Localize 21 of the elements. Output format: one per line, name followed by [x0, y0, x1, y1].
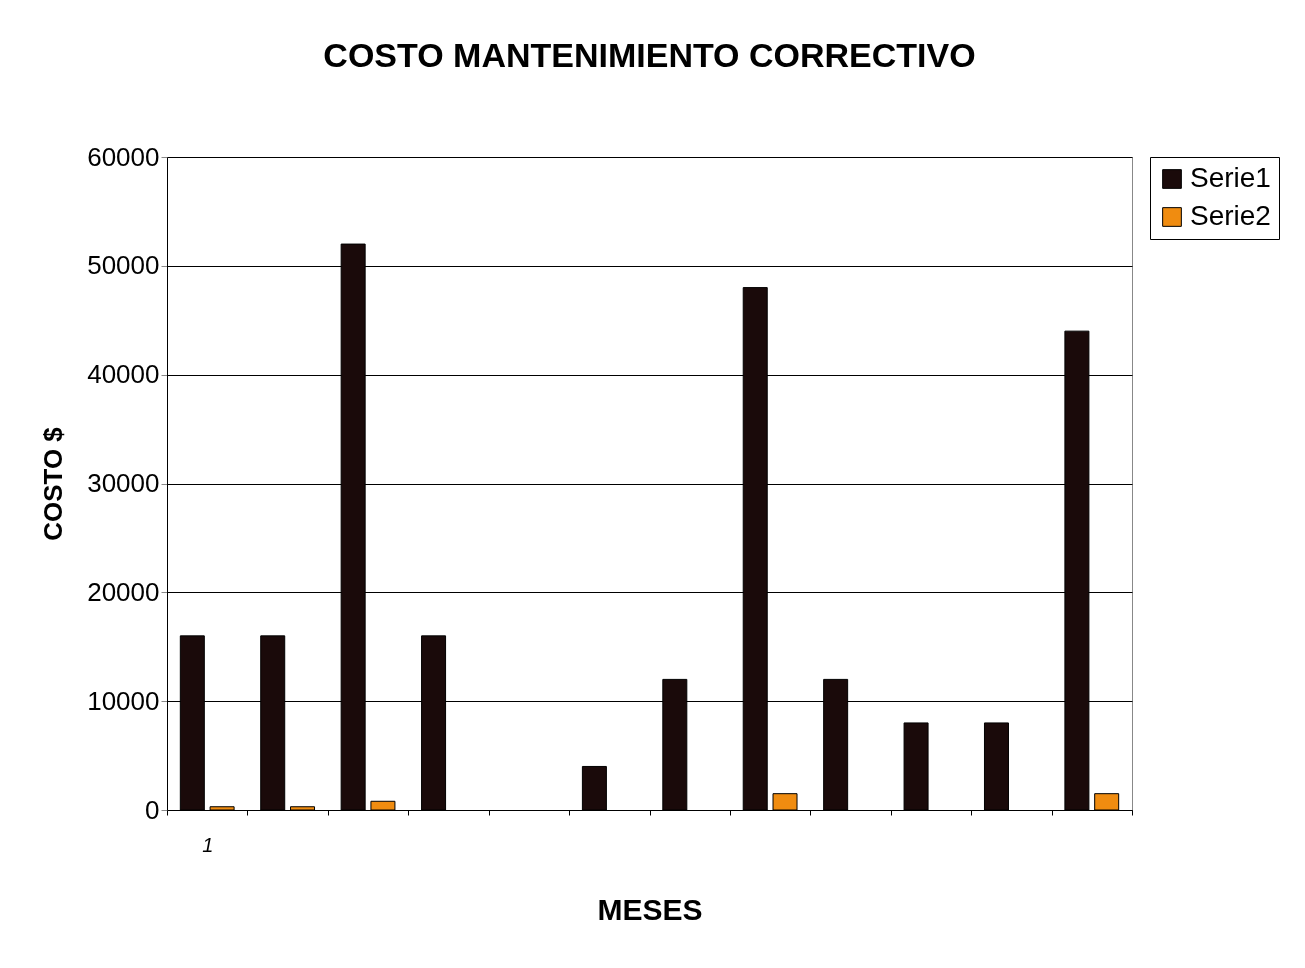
- bar: [1094, 793, 1120, 811]
- y-tick-label: 0: [145, 794, 160, 825]
- bar: [290, 806, 316, 811]
- x-tick-label: 1: [202, 833, 214, 856]
- chart-title: COSTO MANTENIMIENTO CORRECTIVO: [323, 36, 976, 74]
- bar: [370, 800, 396, 811]
- bar: [581, 765, 607, 811]
- y-tick-label: 10000: [87, 685, 160, 716]
- legend-label: Serie2: [1190, 200, 1271, 231]
- bar: [903, 722, 929, 811]
- y-tick-label: 40000: [87, 359, 160, 390]
- legend-label: Serie1: [1190, 162, 1271, 193]
- x-axis-title: MESES: [597, 892, 703, 926]
- bar: [772, 793, 798, 811]
- y-axis-title: COSTO $: [38, 426, 69, 541]
- y-tick-label: 50000: [87, 250, 160, 281]
- y-tick-label: 20000: [87, 576, 160, 607]
- y-tick-label: 30000: [87, 468, 160, 498]
- bar: [209, 806, 235, 811]
- y-tick-label: 60000: [87, 141, 160, 172]
- bar: [983, 722, 1009, 811]
